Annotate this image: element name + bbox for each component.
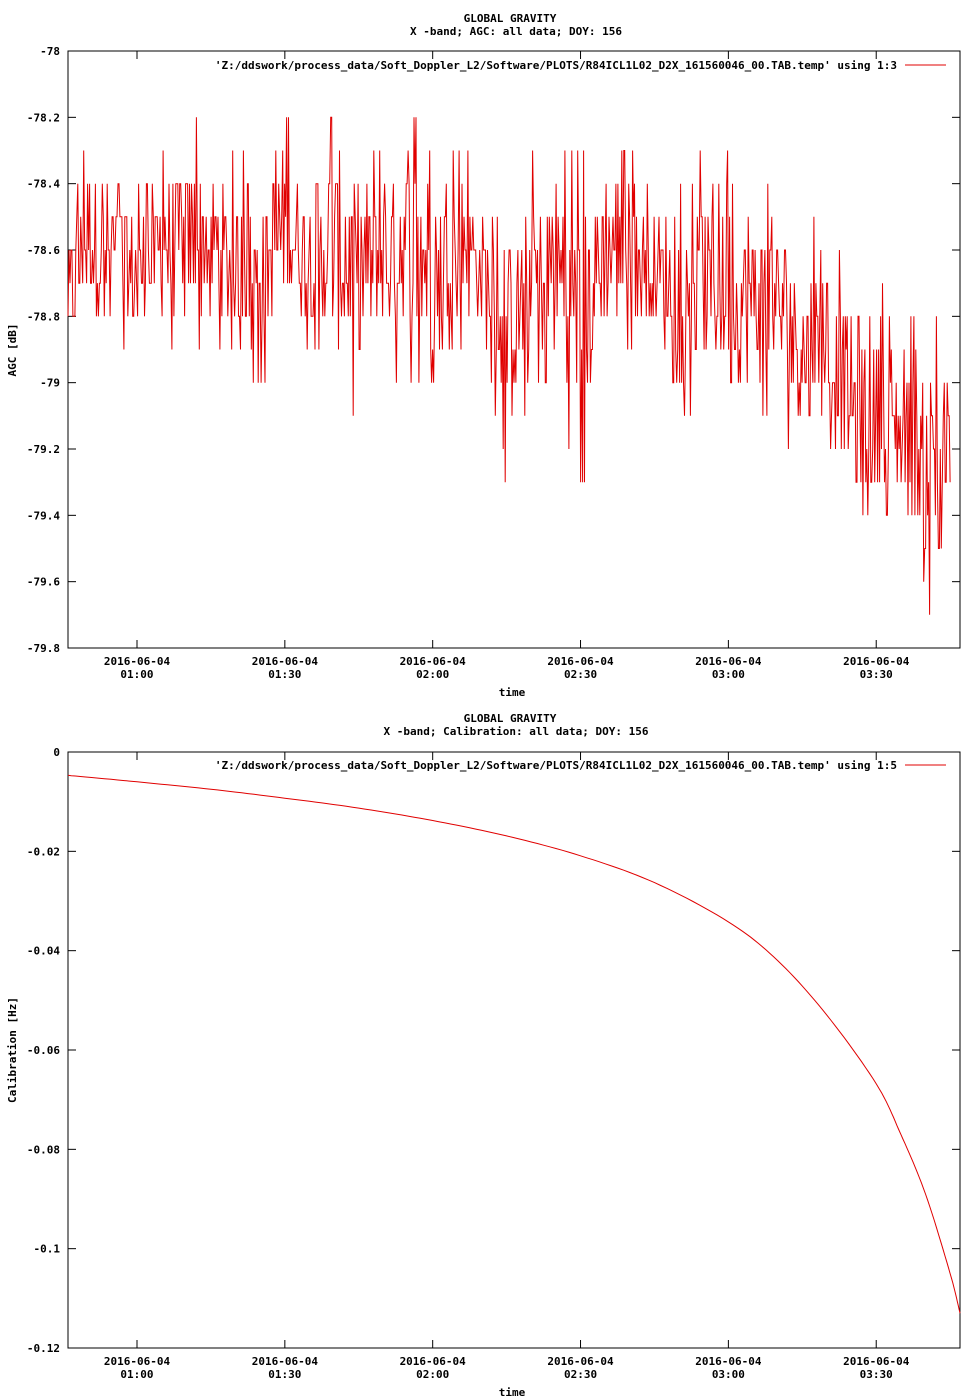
- y-ticks: 0 -0.02 -0.04 -0.06 -0.08 -0.1 -0.12: [27, 746, 960, 1355]
- y-tick-label: -0.04: [27, 945, 60, 958]
- plot-frame: [67, 751, 961, 1349]
- y-tick-label: -78: [40, 45, 60, 58]
- x-tick-label-date: 2016-06-04: [695, 655, 762, 668]
- x-tick-label-time: 03:30: [860, 1368, 893, 1381]
- chart-subtitle: X -band; Calibration: all data; DOY: 156: [384, 725, 649, 738]
- x-tick-label-date: 2016-06-04: [252, 655, 319, 668]
- series-line: [67, 774, 961, 1314]
- series-layer: [67, 116, 951, 615]
- legend: 'Z:/ddswork/process_data/Soft_Doppler_L2…: [215, 759, 946, 772]
- x-tick-label-date: 2016-06-04: [843, 1355, 910, 1368]
- y-tick-label: -78.8: [27, 310, 60, 323]
- y-tick-label: -79.8: [27, 642, 60, 655]
- x-tick-label-date: 2016-06-04: [400, 1355, 467, 1368]
- x-tick-label-date: 2016-06-04: [843, 655, 910, 668]
- y-tick-label: -79.4: [27, 509, 60, 522]
- y-ticks: -78 -78.2 -78.4 -78.6 -78.8 -79 -79.2 -79.4 -79.…: [27, 45, 960, 655]
- y-tick-label: -0.08: [27, 1143, 60, 1156]
- x-ticks: 2016-06-0401:002016-06-0401:302016-06-04…: [104, 51, 910, 681]
- y-tick-label: -79.2: [27, 443, 60, 456]
- x-axis-label: time: [499, 686, 526, 699]
- x-axis-label: time: [499, 1386, 526, 1399]
- chart-title: GLOBAL GRAVITY: [464, 12, 557, 25]
- series-layer: [67, 774, 961, 1314]
- y-tick-label: -0.1: [34, 1243, 61, 1256]
- y-tick-label: -0.06: [27, 1044, 60, 1057]
- x-tick-label-date: 2016-06-04: [252, 1355, 319, 1368]
- x-tick-label-time: 01:30: [268, 1368, 301, 1381]
- y-tick-label: -78.4: [27, 178, 60, 191]
- x-tick-label-date: 2016-06-04: [547, 655, 614, 668]
- x-tick-label-date: 2016-06-04: [695, 1355, 762, 1368]
- x-tick-label-date: 2016-06-04: [104, 655, 171, 668]
- y-axis-label: AGC [dB]: [6, 324, 19, 377]
- y-tick-label: -78.6: [27, 244, 60, 257]
- legend-label: 'Z:/ddswork/process_data/Soft_Doppler_L2…: [215, 59, 897, 72]
- x-tick-label-time: 01:00: [120, 1368, 153, 1381]
- chart-subtitle: X -band; AGC: all data; DOY: 156: [410, 25, 622, 38]
- x-tick-label-time: 02:00: [416, 668, 449, 681]
- chart-title: GLOBAL GRAVITY: [464, 712, 557, 725]
- legend: 'Z:/ddswork/process_data/Soft_Doppler_L2…: [215, 59, 946, 72]
- x-tick-label-time: 03:00: [712, 668, 745, 681]
- plot-frame: [67, 50, 961, 649]
- series-line: [67, 116, 951, 615]
- x-tick-label-time: 03:30: [860, 668, 893, 681]
- x-ticks: 2016-06-0401:002016-06-0401:302016-06-04…: [104, 752, 910, 1381]
- y-tick-label: -79: [40, 377, 60, 390]
- x-tick-label-date: 2016-06-04: [104, 1355, 171, 1368]
- calibration-chart: GLOBAL GRAVITY X -band; Calibration: all…: [6, 712, 961, 1399]
- x-tick-label-time: 02:30: [564, 668, 597, 681]
- x-tick-label-time: 02:00: [416, 1368, 449, 1381]
- x-tick-label-time: 01:00: [120, 668, 153, 681]
- x-tick-label-date: 2016-06-04: [547, 1355, 614, 1368]
- y-tick-label: -78.2: [27, 111, 60, 124]
- y-tick-label: -0.02: [27, 845, 60, 858]
- x-tick-label-time: 01:30: [268, 668, 301, 681]
- x-tick-label-time: 03:00: [712, 1368, 745, 1381]
- x-tick-label-time: 02:30: [564, 1368, 597, 1381]
- y-tick-label: -0.12: [27, 1342, 60, 1355]
- y-tick-label: -79.6: [27, 576, 60, 589]
- x-tick-label-date: 2016-06-04: [400, 655, 467, 668]
- y-tick-label: 0: [53, 746, 60, 759]
- legend-label: 'Z:/ddswork/process_data/Soft_Doppler_L2…: [215, 759, 897, 772]
- y-axis-label: Calibration [Hz]: [6, 997, 19, 1103]
- agc-chart: GLOBAL GRAVITY X -band; AGC: all data; D…: [6, 12, 961, 699]
